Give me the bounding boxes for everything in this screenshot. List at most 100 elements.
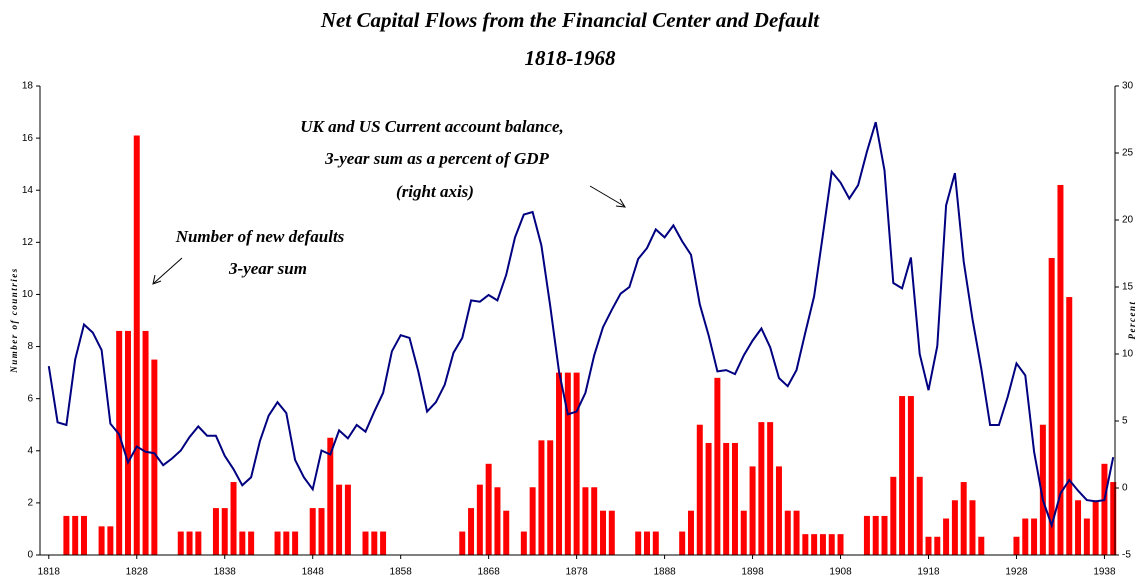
bar (283, 531, 290, 555)
bar (116, 330, 123, 555)
bar (899, 396, 906, 555)
bar (1101, 463, 1108, 555)
x-tick-label: 1878 (565, 567, 588, 578)
line (47, 121, 1115, 529)
bar (828, 534, 835, 555)
bar (485, 463, 492, 555)
y2-tick-label: 20 (1122, 215, 1134, 226)
y2-tick-label: 15 (1122, 282, 1134, 293)
x-tick-label: 1818 (38, 567, 61, 578)
y-tick-label: 18 (22, 81, 34, 92)
y-tick-label: 14 (22, 185, 34, 196)
bar (72, 515, 79, 555)
y-tick-label: 4 (27, 445, 33, 456)
bar (142, 330, 149, 555)
bar (529, 487, 536, 555)
bar (591, 487, 598, 555)
bar (740, 510, 747, 555)
bar (934, 536, 941, 555)
bar (608, 510, 615, 555)
bar (802, 534, 809, 555)
y2-tick-label: 30 (1122, 81, 1134, 92)
bar (793, 510, 800, 555)
annotation: Number of new defaults (175, 227, 345, 246)
bar (371, 531, 378, 555)
bar (951, 500, 958, 555)
bar (309, 508, 316, 555)
y-tick-label: 8 (27, 341, 33, 352)
y-tick-label: 0 (27, 550, 33, 561)
bar (1022, 518, 1029, 555)
bar (775, 466, 782, 555)
bar (714, 377, 721, 555)
annotation: 3-year sum (228, 259, 307, 278)
x-tick-label: 1888 (653, 567, 676, 578)
bar (916, 476, 923, 555)
bar (872, 515, 879, 555)
y-tick-label: 2 (27, 498, 33, 509)
bar (380, 531, 387, 555)
bar (600, 510, 607, 555)
x-tick-label: 1908 (829, 567, 852, 578)
y2-tick-label: 25 (1122, 148, 1134, 159)
bar (644, 531, 650, 555)
bar (652, 531, 659, 555)
bar (758, 422, 765, 555)
bar (1075, 500, 1082, 555)
bar (327, 437, 334, 555)
bar (98, 526, 105, 555)
bar (863, 515, 870, 555)
bar (195, 531, 202, 555)
y2-tick-label: 5 (1122, 416, 1128, 427)
x-tick-label: 1938 (1093, 567, 1116, 578)
bar (177, 531, 184, 555)
y-tick-label: 12 (22, 237, 34, 248)
bar (538, 440, 545, 555)
bar (731, 442, 738, 555)
bar (1057, 185, 1064, 555)
x-tick-label: 1848 (302, 567, 325, 578)
x-tick-label: 1828 (126, 567, 149, 578)
bar (1031, 518, 1038, 555)
bar (80, 515, 87, 555)
bar (749, 466, 756, 555)
bar (494, 487, 501, 555)
bar (635, 531, 642, 555)
bar (784, 510, 791, 555)
y-tick-label: 6 (27, 393, 33, 404)
bar (520, 531, 527, 555)
bar (1083, 518, 1090, 555)
bar (925, 536, 932, 555)
x-tick-label: 1838 (214, 567, 237, 578)
bar (819, 534, 826, 555)
bar (687, 510, 694, 555)
bar (107, 526, 114, 555)
bar (907, 396, 914, 555)
bar (133, 135, 140, 555)
bar (362, 531, 369, 555)
bar (1039, 424, 1046, 555)
x-tick-label: 1868 (478, 567, 501, 578)
bar (943, 518, 950, 555)
bar (564, 372, 571, 555)
y2-tick-label: -5 (1122, 550, 1131, 561)
annotation: 3-year sum as a percent of GDP (324, 149, 549, 168)
bar (239, 531, 246, 555)
bar (221, 508, 228, 555)
bar (582, 487, 589, 555)
bar (1048, 257, 1055, 555)
bar (679, 531, 686, 555)
x-tick-label: 1918 (917, 567, 940, 578)
bar (212, 508, 219, 555)
bar (124, 330, 131, 555)
bar (63, 515, 70, 555)
bar (1110, 482, 1117, 555)
x-tick-label: 1898 (741, 567, 764, 578)
y-tick-label: 10 (22, 289, 34, 300)
bar (547, 440, 554, 555)
bar (573, 372, 580, 555)
bar (767, 422, 774, 555)
bar (978, 536, 985, 555)
bar (459, 531, 466, 555)
bar (811, 534, 818, 555)
